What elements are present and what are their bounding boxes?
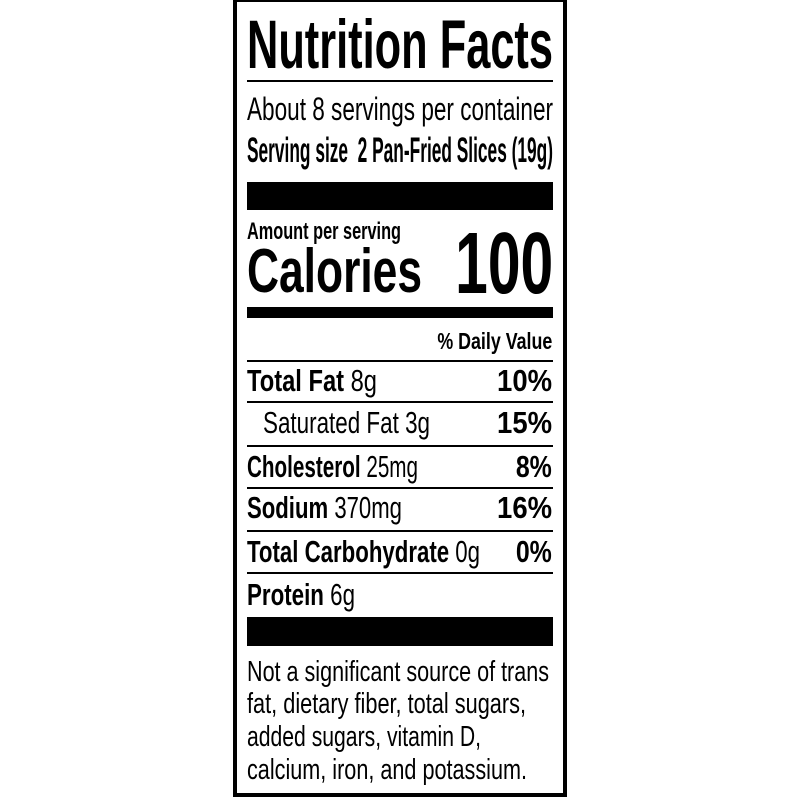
servings-per-container: About 8 servings per container	[247, 91, 553, 127]
row-rule	[247, 401, 553, 403]
nutrition-label-border	[233, 0, 567, 797]
title-rule	[247, 80, 553, 82]
footnote-line: calcium, iron, and potassium.	[247, 754, 527, 786]
nutrient-row-total-carbohydrate: Total Carbohydrate 0g	[247, 534, 480, 569]
dv-total-fat: 10%	[497, 363, 552, 398]
nutrient-row-cholesterol: Cholesterol 25mg	[247, 449, 418, 484]
dv-saturated-fat: 15%	[497, 405, 552, 440]
footnote-line: fat, dietary fiber, total sugars,	[247, 688, 526, 720]
serving-size: Serving size 2 Pan-Fried Slices (19g)	[247, 133, 800, 168]
footnote-line: Not a significant source of trans	[247, 656, 549, 688]
nutrient-row-saturated-fat: Saturated Fat 3g	[263, 405, 430, 440]
footnote-line: added sugars, vitamin D,	[247, 721, 481, 753]
nutrient-row-protein: Protein 6g	[247, 577, 355, 612]
thick-bar	[247, 182, 553, 210]
dv-cholesterol: 8%	[516, 449, 552, 484]
row-rule	[247, 487, 553, 489]
calories-value: 100	[455, 215, 553, 312]
row-rule	[247, 445, 553, 447]
label-title: Nutrition Facts	[247, 6, 553, 83]
protein-bar	[247, 617, 553, 646]
serving-size-label: Serving size	[247, 131, 349, 170]
serving-size-value: 2 Pan-Fried Slices (19g)	[357, 131, 553, 170]
dv-sodium: 16%	[497, 490, 552, 525]
row-rule	[247, 530, 553, 532]
nutrient-row-total-fat: Total Fat 8g	[247, 363, 377, 398]
row-rule	[247, 360, 553, 362]
calories-bar	[247, 307, 553, 318]
amount-per-serving: Amount per serving	[247, 218, 401, 245]
daily-value-header: % Daily Value	[437, 328, 552, 354]
nutrient-row-sodium: Sodium 370mg	[247, 490, 402, 525]
calories-label: Calories	[247, 237, 422, 306]
row-rule	[247, 572, 553, 574]
dv-total-carbohydrate: 0%	[516, 534, 552, 569]
